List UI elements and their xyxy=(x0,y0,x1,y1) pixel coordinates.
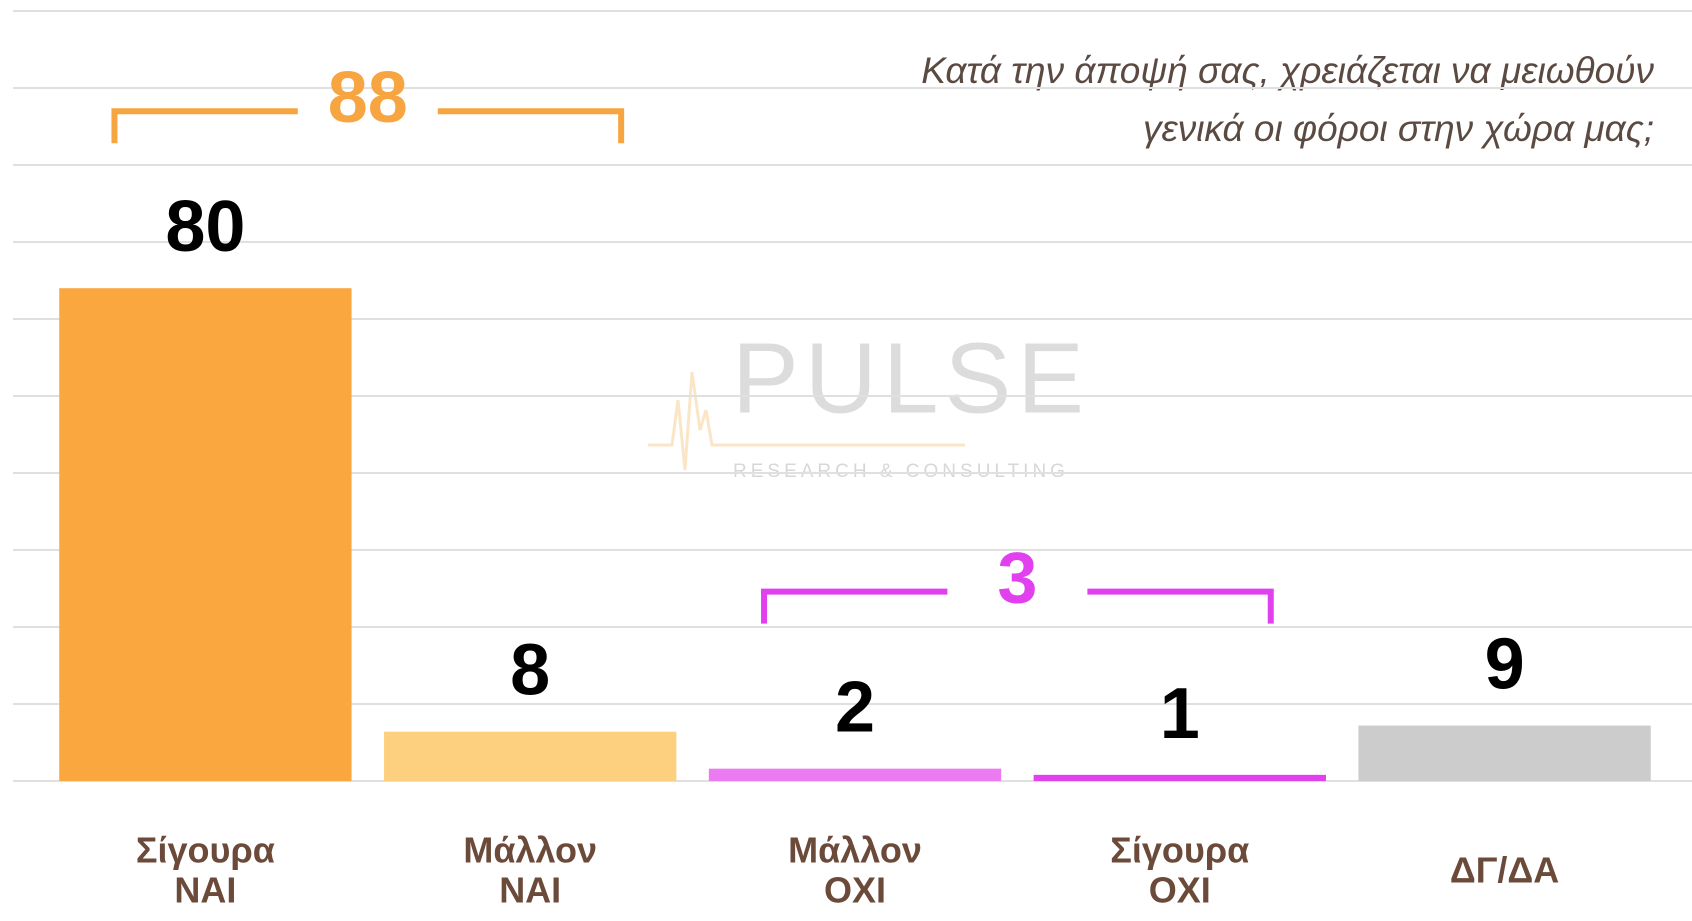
watermark-line xyxy=(648,371,965,471)
x-tick-label: ΝΑΙ xyxy=(174,870,236,911)
group-bracket xyxy=(111,108,625,144)
bar xyxy=(1358,725,1651,781)
bar xyxy=(708,768,1002,781)
x-tick-label: ΟΧΙ xyxy=(824,870,886,911)
x-tick-label: Σίγουρα xyxy=(1110,830,1249,871)
value-label: 9 xyxy=(1485,625,1525,705)
value-label: 80 xyxy=(165,187,245,267)
group-label: 88 xyxy=(328,58,408,138)
chart-title: Κατά την άποψή σας, χρειάζεται να μειωθο… xyxy=(921,50,1654,91)
x-tick-label: Μάλλον xyxy=(463,830,597,871)
chart-title: γενικά οι φόροι στην χώρα μας; xyxy=(1143,108,1654,149)
bar xyxy=(384,731,677,781)
value-label: 8 xyxy=(510,631,550,711)
watermark-subtitle: RESEARCH & CONSULTING xyxy=(733,461,1069,482)
watermark-title: PULSE xyxy=(732,322,1090,434)
value-label: 2 xyxy=(835,668,875,748)
plot: 80ΣίγουραΝΑΙ8ΜάλλονΝΑΙ2ΜάλλονΟΧΙ1Σίγουρα… xyxy=(13,10,1692,911)
x-tick-label: ΔΓ/ΔΑ xyxy=(1450,850,1559,891)
value-label: 1 xyxy=(1160,674,1200,754)
x-tick-label: Μάλλον xyxy=(788,830,922,871)
watermark: PULSE RESEARCH & CONSULTING xyxy=(648,322,1090,482)
x-tick-label: ΟΧΙ xyxy=(1149,870,1211,911)
group-bracket xyxy=(761,588,1274,624)
bar xyxy=(1033,774,1326,781)
x-tick-label: Σίγουρα xyxy=(136,830,275,871)
x-tick-label: ΝΑΙ xyxy=(499,870,561,911)
group-label: 3 xyxy=(997,539,1037,619)
bar xyxy=(59,288,352,781)
